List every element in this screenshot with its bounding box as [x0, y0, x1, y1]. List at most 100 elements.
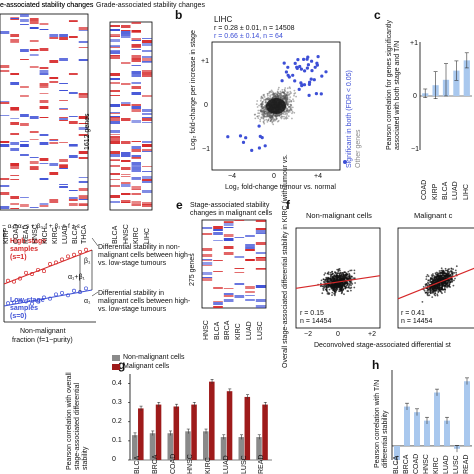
- scatter-point: [270, 114, 272, 117]
- scatter-point: [283, 97, 286, 100]
- scatter-point: [342, 289, 344, 291]
- heatmap-cell: [142, 149, 152, 151]
- scatter-point: [264, 98, 267, 101]
- bar-lihc: [463, 60, 470, 96]
- scatter-point: [285, 99, 288, 102]
- scatter-point: [287, 97, 289, 99]
- bar-coad: [414, 412, 420, 446]
- panel-c-cat-kirp: KIRP: [431, 183, 439, 200]
- scatter-point: [331, 275, 334, 278]
- scatter-point: [286, 87, 289, 90]
- scatter-point: [275, 115, 278, 118]
- scatter-point: [268, 114, 271, 116]
- heatmap-cell: [142, 144, 152, 147]
- scatter-point: [331, 286, 334, 289]
- panel-h-ylabel: Pearson correlation with T/N differentia…: [374, 379, 389, 468]
- scatter-point: [339, 290, 341, 293]
- scatter-point: [437, 279, 439, 282]
- scatter-point: [280, 97, 283, 100]
- scatter-point: [337, 276, 340, 279]
- scatter-point: [283, 97, 286, 100]
- heatmap-cell: [59, 142, 68, 143]
- scatter-point: [264, 110, 267, 113]
- heatmap-cell: [49, 37, 59, 39]
- scatter-point: [266, 92, 269, 95]
- panel-g-cat-brca: BRCA: [151, 454, 159, 474]
- scatter-point: [261, 114, 264, 117]
- heatmap-cell: [110, 45, 120, 46]
- panel-f-r-left: r = 0.15: [300, 310, 324, 317]
- scatter-point: [287, 94, 290, 96]
- panel-b-stat1: r = 0.28 ± 0.01, n = 14508: [214, 25, 295, 32]
- scatter-point: [283, 96, 286, 99]
- scatter-point: [287, 91, 289, 94]
- scatter-point: [264, 112, 266, 115]
- heatmap-cell: [213, 229, 223, 231]
- scatter-point: [423, 290, 426, 292]
- scatter-point: [263, 93, 265, 96]
- scatter-point-significant: [286, 65, 290, 69]
- heatmap-cell: [68, 144, 78, 146]
- scatter-point: [326, 284, 329, 287]
- heatmap-cell: [245, 291, 255, 293]
- scatter-point: [336, 272, 339, 274]
- heatmap-cell: [245, 244, 255, 247]
- heatmap-cell: [131, 155, 141, 157]
- scatter-point: [282, 96, 285, 99]
- heatmap-cell: [110, 95, 120, 96]
- scatter-point: [336, 278, 339, 281]
- panel-a-col-read: READ: [22, 224, 30, 244]
- heatmap-cell: [59, 118, 68, 120]
- scatter-point: [276, 96, 279, 98]
- heatmap-cell: [142, 95, 152, 97]
- high-stage-point: [48, 262, 52, 266]
- heatmap-cell: [142, 117, 152, 118]
- heatmap-cell: [68, 20, 78, 21]
- scatter-point: [285, 102, 288, 105]
- panel-b-xlabel: Log₂ fold-change tumour vs. normal: [225, 184, 336, 191]
- panel-c-cat-coad: COAD: [421, 179, 429, 200]
- scatter-point: [288, 109, 290, 112]
- scatter-point: [320, 279, 323, 282]
- heatmap-cell: [78, 41, 88, 43]
- scatter-point: [259, 120, 262, 123]
- heatmap-cell: [131, 47, 141, 48]
- panel-b-xtick-2: +4: [314, 173, 322, 180]
- panel-f-letter: f: [286, 198, 290, 212]
- heatmap-cell: [68, 36, 78, 38]
- scatter-point: [279, 95, 282, 97]
- heatmap-cell: [49, 140, 59, 141]
- heatmap-cell: [110, 113, 120, 114]
- heatmap-cell: [59, 184, 68, 185]
- bar-lusc-nonmalignant: [238, 437, 245, 460]
- heatmap-cell: [121, 174, 131, 175]
- heatmap-cell: [59, 186, 68, 188]
- scatter-point: [266, 121, 269, 123]
- scatter-point: [272, 113, 275, 116]
- panel-d-alpha1beta1: α₁+β₁: [68, 274, 85, 281]
- scatter-point: [324, 286, 326, 288]
- scatter-point: [348, 276, 351, 278]
- scatter-point: [289, 87, 291, 90]
- scatter-point-significant: [300, 83, 304, 87]
- scatter-point: [262, 117, 264, 119]
- scatter-point: [326, 279, 329, 282]
- scatter-point-significant: [297, 87, 301, 91]
- heatmap-cell: [223, 223, 234, 226]
- scatter-point: [261, 110, 264, 112]
- heatmap-cell: [20, 86, 29, 88]
- heatmap-cell: [110, 112, 120, 113]
- scatter-point: [267, 112, 270, 115]
- scatter-point: [290, 103, 292, 106]
- scatter-point: [446, 282, 449, 285]
- scatter-point: [452, 268, 454, 271]
- heatmap-cell: [213, 271, 223, 272]
- scatter-point: [328, 292, 331, 295]
- heatmap-cell: [110, 29, 120, 31]
- scatter-point: [277, 96, 280, 98]
- scatter-point: [350, 275, 353, 278]
- scatter-point: [346, 273, 348, 276]
- heatmap-cell: [142, 204, 152, 205]
- heatmap-cell: [78, 95, 88, 98]
- scatter-point: [437, 284, 439, 287]
